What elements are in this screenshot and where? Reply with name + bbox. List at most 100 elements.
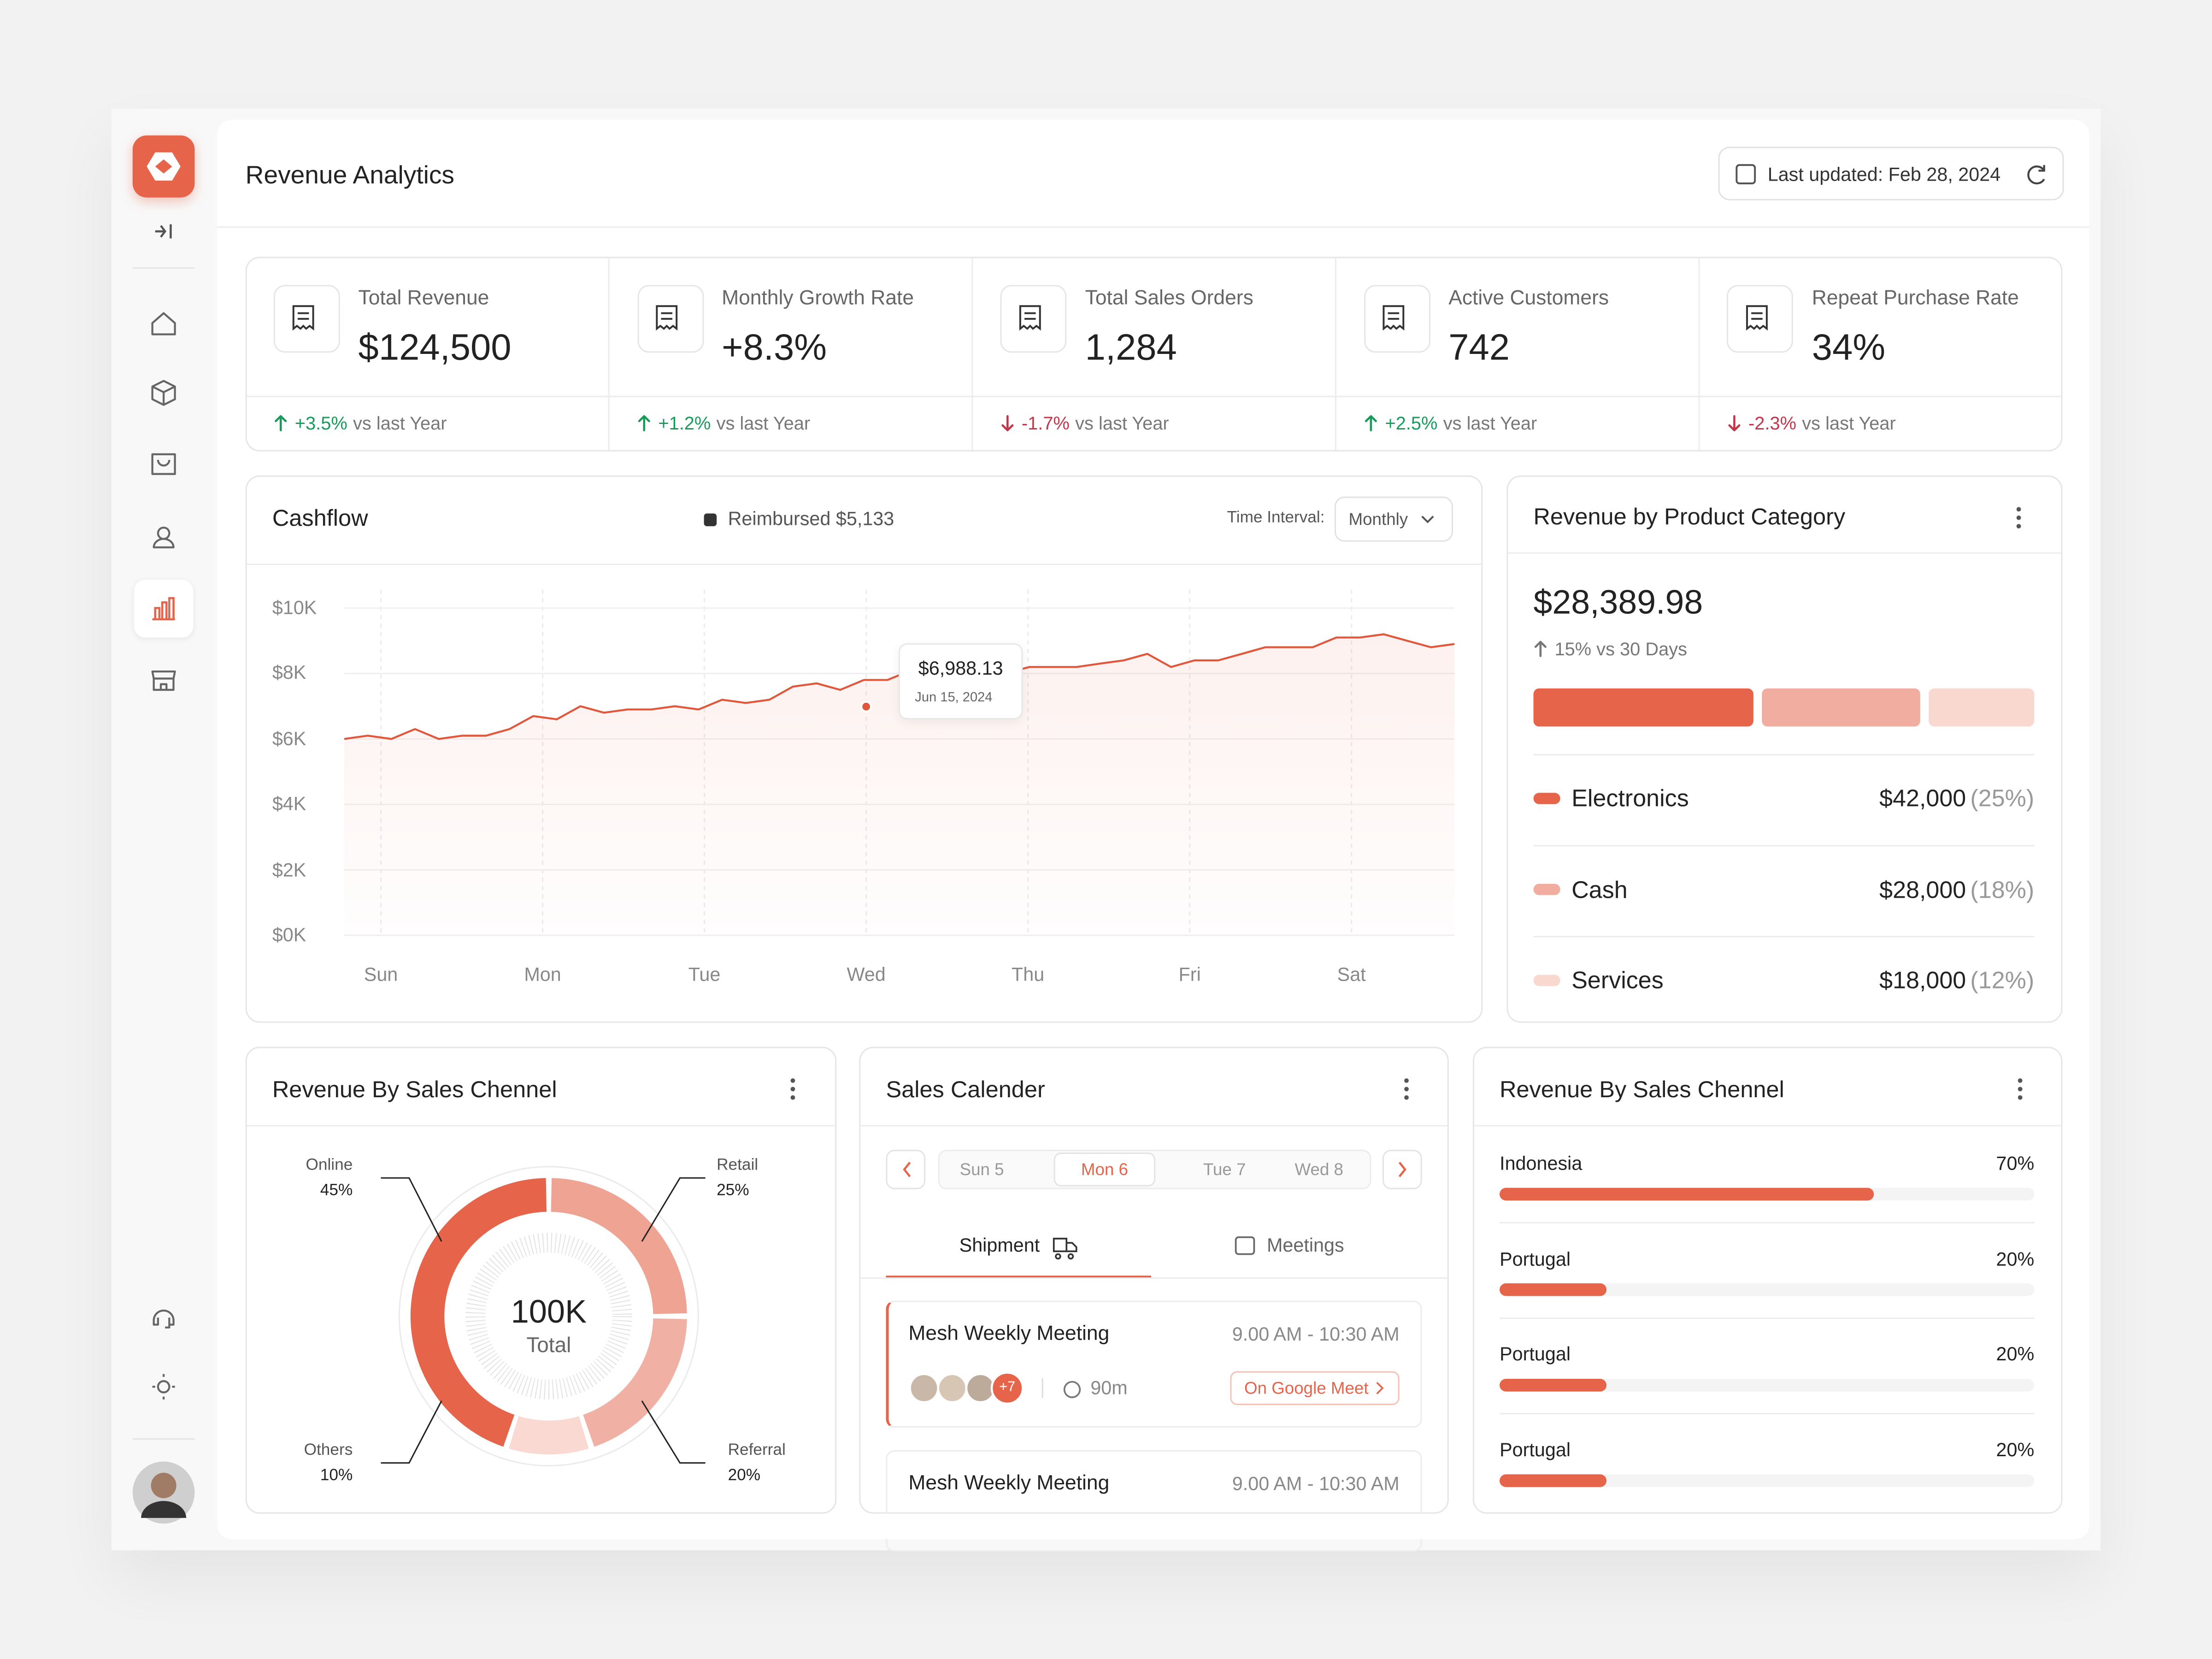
meet-link-button[interactable] (1230, 1371, 1400, 1405)
donut-value-label: 20% (728, 1467, 761, 1485)
x-tick-label: Tue (688, 964, 721, 985)
share-bar (1929, 688, 2035, 727)
calendar-icon (1735, 164, 1756, 184)
last-updated-button[interactable] (1718, 147, 2064, 200)
share-bar (1533, 688, 1753, 727)
kpi-change: -2.3% vs last Year (1748, 414, 1896, 432)
y-tick-label: $2K (272, 859, 306, 880)
menu-dot (2016, 524, 2021, 529)
x-tick-label: Mon (524, 964, 561, 985)
trend-arrow (1001, 415, 1014, 431)
nav-icon-chart (152, 597, 175, 621)
y-tick-label: $10K (272, 597, 317, 618)
nav-icon-settings (152, 1374, 175, 1400)
kpi-change-value: +2.5% (1385, 412, 1438, 434)
legend-pill (1533, 793, 1560, 804)
menu-dot (2018, 1078, 2023, 1083)
bar-value-label: 20% (1996, 1344, 2035, 1365)
kpi-change-note: vs last Year (1802, 412, 1896, 434)
donut-center-value: 100K (511, 1293, 587, 1330)
meetings-icon (1235, 1236, 1255, 1255)
menu-dot (2016, 515, 2021, 520)
donut-segment (410, 1178, 547, 1447)
legend-label: Reimbursed $5,133 (728, 508, 894, 529)
kpi-label: Total Sales Orders (1085, 287, 1253, 310)
bar-label: Portugal (1500, 1248, 1571, 1270)
leader-line (381, 1400, 442, 1464)
tooltip (899, 643, 1023, 720)
kpi-change-value: +3.5% (294, 412, 347, 434)
last-updated[interactable]: Last updated: Feb 28, 2024 (1767, 164, 2001, 185)
bar (1500, 1379, 1607, 1392)
kpi-change-value: +1.2% (658, 412, 711, 434)
kpi-icon (1382, 305, 1405, 331)
avatar-body (141, 1501, 187, 1518)
menu-dot (2016, 507, 2021, 512)
day-label[interactable]: Tue 7 (1203, 1159, 1246, 1180)
kpi-change: +2.5% vs last Year (1385, 414, 1537, 432)
x-tick-label: Sat (1337, 964, 1366, 985)
day-label[interactable]: Sun 5 (959, 1159, 1004, 1180)
kpi-icon (1019, 305, 1041, 331)
tab-label[interactable]: Shipment (959, 1235, 1040, 1256)
timer-icon (1063, 1381, 1081, 1398)
prev-button[interactable] (886, 1149, 926, 1189)
event-duration: 90m (1090, 1377, 1128, 1399)
kpi-value: 742 (1448, 326, 1510, 368)
meet-link[interactable]: On Google Meet (1244, 1378, 1369, 1398)
y-tick-label: $8K (272, 662, 306, 684)
trend-arrow (1365, 415, 1377, 431)
donut-value-label: 10% (320, 1467, 353, 1485)
kpi-label: Repeat Purchase Rate (1812, 287, 2019, 310)
day-label[interactable]: Mon 6 (1081, 1159, 1128, 1180)
leader-line (641, 1400, 706, 1464)
tab-label[interactable]: Meetings (1266, 1235, 1344, 1256)
page-title: Revenue Analytics (245, 160, 455, 189)
calendar-title: Sales Calender (886, 1077, 1045, 1103)
next-button[interactable] (1382, 1149, 1422, 1189)
day-label[interactable]: Wed 8 (1294, 1159, 1344, 1180)
bar-track (1500, 1283, 2035, 1296)
logo (132, 135, 195, 198)
category-name: Electronics (1571, 785, 1689, 812)
kpi-change: +3.5% vs last Year (295, 414, 447, 432)
calendar-clip (859, 1513, 1449, 1539)
category-amount: $42,000 (1879, 785, 1966, 812)
attendee-more: +7 (999, 1379, 1016, 1395)
interval-dropdown[interactable] (1334, 496, 1453, 542)
interval-value[interactable]: Monthly (1348, 509, 1408, 529)
menu-dot (1404, 1078, 1409, 1083)
share-bar (1762, 688, 1920, 727)
event-title: Mesh Weekly Meeting (908, 1323, 1110, 1346)
event-time: 9.00 AM - 10:30 AM (1232, 1324, 1400, 1345)
category-value: $42,000 (25%) (1879, 787, 2034, 811)
kpi-label: Total Revenue (358, 287, 489, 310)
nav-icon-box (151, 380, 176, 406)
trend-arrow (1534, 641, 1547, 657)
kpi-change-value: -2.3% (1748, 412, 1797, 434)
kpi-icon (292, 305, 314, 331)
attendee-more-badge (990, 1371, 1024, 1405)
kpi-change: -1.7% vs last Year (1022, 414, 1169, 432)
bar-track (1500, 1379, 2035, 1392)
kpi-value: 34% (1812, 326, 1886, 368)
day-active[interactable] (1053, 1153, 1156, 1187)
link-chevron (1376, 1382, 1384, 1394)
kpi-value: +8.3% (722, 326, 827, 368)
bar-label: Indonesia (1500, 1153, 1583, 1174)
kpi-change-value: -1.7% (1021, 412, 1070, 434)
menu-dot (1404, 1095, 1409, 1100)
dropdown-chevron (1421, 516, 1434, 524)
nav-active[interactable] (134, 580, 194, 638)
avatar-face (151, 1472, 176, 1499)
tooltip-value: $6,988.13 (918, 658, 1003, 679)
category-value: $18,000 (12%) (1879, 969, 2034, 993)
calendar-card (859, 1047, 1449, 1514)
donut-value-label: 45% (320, 1182, 353, 1200)
product-change: 15% vs 30 Days (1554, 638, 1688, 660)
trend-arrow (638, 415, 650, 431)
x-tick-label: Sun (364, 964, 398, 985)
bar-value-label: 20% (1996, 1248, 2035, 1270)
